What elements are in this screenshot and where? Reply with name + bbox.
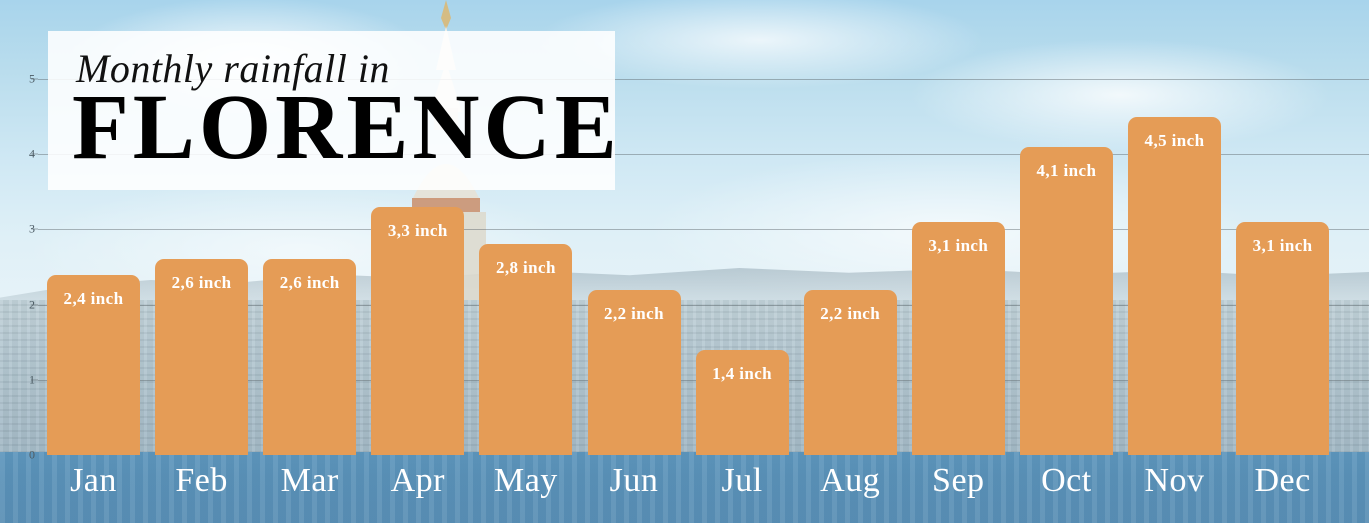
axis-tick-mark — [31, 78, 38, 80]
x-axis-label-may: May — [493, 462, 558, 499]
bar-mar[interactable]: 2,6 inch — [263, 259, 357, 455]
bar-value-label: 2,2 inch — [604, 303, 664, 323]
y-axis-tick-label: 3 — [29, 221, 35, 236]
axis-tick-mark — [31, 153, 38, 155]
x-axis-label-jun: Jun — [609, 462, 659, 499]
bar-dec[interactable]: 3,1 inch — [1236, 221, 1330, 455]
y-axis-tick-label: 2 — [29, 297, 35, 312]
x-axis-label-oct: Oct — [1041, 462, 1092, 499]
gridline — [38, 229, 1369, 231]
bar-apr[interactable]: 3,3 inch — [371, 206, 465, 455]
bar-value-label: 3,3 inch — [387, 220, 448, 240]
axis-tick-mark — [31, 228, 38, 230]
bar-jun[interactable]: 2,2 inch — [587, 289, 681, 455]
gridline — [38, 79, 1369, 80]
x-axis-label-nov: Nov — [1144, 462, 1205, 499]
axis-tick-mark — [31, 379, 38, 381]
y-axis-tick-label: 1 — [29, 372, 35, 387]
gridline — [38, 304, 1369, 306]
month-label-band — [0, 452, 1369, 523]
x-axis-label-sep: Sep — [932, 462, 985, 499]
bar-value-label: 3,1 inch — [928, 235, 989, 255]
x-axis-label-aug: Aug — [820, 462, 881, 499]
bar-value-label: 3,1 inch — [1252, 235, 1313, 255]
bar-aug[interactable]: 2,2 inch — [803, 289, 897, 455]
bar-value-label: 4,5 inch — [1144, 130, 1205, 150]
bar-value-label: 2,8 inch — [495, 258, 556, 278]
x-axis-label-mar: Mar — [280, 462, 339, 499]
bar-value-label: 2,6 inch — [279, 273, 340, 293]
bar-value-label: 1,4 inch — [712, 363, 773, 383]
bar-oct[interactable]: 4,1 inch — [1019, 146, 1113, 455]
bar-sep[interactable]: 3,1 inch — [911, 221, 1005, 455]
y-axis-tick-label: 5 — [29, 71, 35, 86]
x-axis-label-dec: Dec — [1254, 462, 1311, 499]
bar-value-label: 2,6 inch — [171, 273, 232, 293]
axis-tick-mark — [31, 304, 38, 306]
gridline — [38, 154, 1369, 156]
y-axis-tick-label: 0 — [29, 447, 35, 462]
y-axis-tick-label: 4 — [29, 146, 35, 161]
x-axis-label-jan: Jan — [70, 462, 117, 499]
bar-jul[interactable]: 1,4 inch — [695, 349, 789, 455]
chart-subtitle: Monthly rainfall in — [76, 46, 390, 91]
bar-value-label: 2,4 inch — [63, 288, 124, 308]
title-panel: Monthly rainfall in FLORENCE — [48, 31, 617, 190]
bar-feb[interactable]: 2,6 inch — [155, 259, 249, 455]
bar-value-label: 4,1 inch — [1036, 160, 1097, 180]
x-axis-label-feb: Feb — [175, 462, 228, 499]
x-axis-label-jul: Jul — [721, 462, 763, 499]
bar-jan[interactable]: 2,4 inch — [47, 274, 140, 455]
bar-nov[interactable]: 4,5 inch — [1128, 116, 1221, 455]
x-axis-label-apr: Apr — [390, 462, 445, 499]
page-title: FLORENCE — [72, 76, 621, 179]
bar-value-label: 2,2 inch — [820, 303, 881, 323]
bar-may[interactable]: 2,8 inch — [479, 244, 573, 455]
